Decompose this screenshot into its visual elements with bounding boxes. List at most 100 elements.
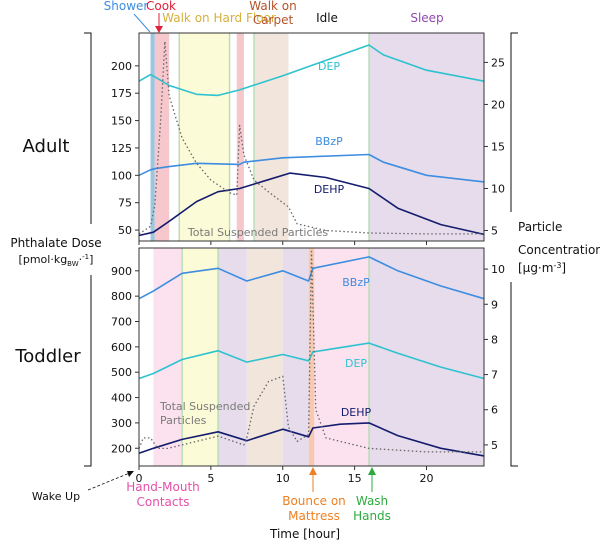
toddler-band-bounce-on-mattress-5 [308, 248, 315, 466]
adult-ytick-label-75: 75 [118, 197, 132, 210]
adult-series-dehp [138, 172, 485, 237]
toddler-left-ticks: 200 300 400 500 600 700 800 900 [111, 265, 139, 455]
wake-up-arrow [87, 471, 133, 491]
toddler-ytick-label-400: 400 [111, 392, 132, 405]
adult-series-total-suspended-particles [138, 40, 484, 235]
adult-y2tick-label-10: 10 [491, 182, 505, 195]
x-axis-title: Time [hour] [269, 527, 340, 541]
adult-ytick-label-200: 200 [111, 60, 132, 73]
wash-label-line1: Wash [356, 494, 388, 508]
toddler-ytick-label-900: 900 [111, 265, 132, 278]
toddler-bbzp-label: BBzP [342, 276, 370, 289]
walk-hard-floor-label: Walk on Hard Floor [162, 11, 276, 25]
right-axis-bracket-top [510, 32, 518, 212]
adult-marker-lines [178, 33, 370, 241]
adult-series-bbzp [138, 153, 485, 183]
toddler-marker-lines [181, 248, 370, 466]
toddler-xtick-label-0: 0 [136, 472, 143, 485]
right-axis-title-line2: Concentration [518, 243, 600, 257]
adult-y2tick-label-15: 15 [491, 140, 505, 153]
toddler-ytick-label-500: 500 [111, 366, 132, 379]
toddler-series-dehp [138, 422, 485, 457]
toddler-band-hand-mouth-contacts-0 [153, 248, 183, 466]
adult-band-shower-0 [150, 33, 155, 241]
toddler-plot-frame [138, 247, 485, 467]
toddler-ytick-label-200: 200 [111, 442, 132, 455]
toddler-right-ticks: 5 6 7 8 9 10 [484, 263, 505, 452]
toddler-y2tick-label-6: 6 [491, 404, 498, 417]
toddler-panel: 200 300 400 500 600 700 800 900 5 6 7 8 9 10 0 5 10 15 2… [111, 247, 505, 485]
adult-activity-bands [150, 33, 484, 241]
toddler-y2tick-label-9: 9 [491, 298, 498, 311]
toddler-activity-bands [153, 248, 484, 466]
adult-left-ticks: 50 75 100 125 150 175 200 [111, 60, 139, 237]
toddler-tsp-label-line1: Total Suspended [159, 400, 250, 413]
cook-arrow-head [155, 26, 163, 33]
toddler-dehp-label: DEHP [341, 406, 372, 419]
walk-carpet-label-line1: Walk on [249, 0, 297, 13]
bounce-arrow-head [309, 467, 317, 475]
adult-dehp-label: DEHP [314, 183, 345, 196]
adult-ytick-label-125: 125 [111, 142, 132, 155]
adult-ytick-label-150: 150 [111, 115, 132, 128]
adult-right-ticks: 5 10 15 20 25 [484, 56, 505, 237]
adult-band-walk-on-hard-floor-2 [179, 33, 230, 241]
adult-y2tick-label-25: 25 [491, 56, 505, 69]
toddler-series-bbzp [138, 256, 485, 300]
toddler-y2tick-label-5: 5 [491, 439, 498, 452]
adult-series-dep [138, 44, 485, 97]
toddler-series-lines [138, 250, 485, 457]
adult-panel-label: Adult [23, 136, 70, 157]
adult-dep-label: DEP [318, 60, 340, 73]
shower-pointer-arrow [133, 13, 151, 33]
left-axis-title-line1: Phthalate Dose [10, 236, 101, 250]
adult-band-cook-1 [154, 33, 170, 241]
wash-label-line2: Hands [353, 509, 391, 523]
hand-mouth-label-line1: Hand-Mouth [126, 480, 200, 494]
wake-up-label: Wake Up [32, 490, 80, 503]
adult-band-sleep-5 [369, 33, 484, 241]
left-axis-bracket-top [84, 32, 92, 224]
toddler-ytick-label-700: 700 [111, 316, 132, 329]
toddler-y2tick-label-10: 10 [491, 263, 505, 276]
adult-plot-frame [138, 32, 485, 242]
toddler-xtick-label-10: 10 [276, 472, 290, 485]
toddler-band-walk-on-hard-floor-1 [182, 248, 219, 466]
adult-tsp-label: Total Suspended Particles [187, 226, 328, 239]
adult-band-cook-3 [236, 33, 244, 241]
adult-x-ticks [138, 241, 427, 245]
toddler-band-sleep-7 [369, 248, 484, 466]
idle-label: Idle [316, 11, 338, 25]
cook-label: Cook [146, 0, 176, 13]
wake-up-arrow-head [127, 471, 134, 477]
adult-y2tick-label-20: 20 [491, 98, 505, 111]
adult-series-lines [138, 40, 485, 237]
right-axis-title-line1: Particle [518, 220, 562, 234]
toddler-series-total-suspended-particles [138, 250, 484, 453]
wash-arrow-head [368, 467, 376, 475]
toddler-xtick-label-5: 5 [207, 472, 214, 485]
adult-band-walk-on-carpet-4 [254, 33, 289, 241]
left-axis-bracket-bottom [84, 275, 92, 467]
toddler-ytick-label-300: 300 [111, 417, 132, 430]
right-axis-bracket-bottom [510, 282, 518, 467]
bounce-label-line1: Bounce on [282, 494, 346, 508]
adult-panel: 50 75 100 125 150 175 200 5 10 15 20 25 [111, 32, 505, 245]
toddler-y2tick-label-8: 8 [491, 333, 498, 346]
shower-label: Shower [104, 0, 149, 13]
adult-ytick-label-50: 50 [118, 224, 132, 237]
walk-carpet-label-line2: Carpet [253, 13, 294, 27]
adult-y2tick-label-5: 5 [491, 224, 498, 237]
bounce-label-line2: Mattress [288, 509, 340, 523]
adult-ytick-label-100: 100 [111, 169, 132, 182]
right-axis-title-line3: [µg·m-3] [518, 261, 566, 275]
toddler-x-ticks: 0 5 10 15 20 [136, 466, 434, 485]
toddler-series-dep [138, 342, 485, 380]
toddler-panel-label: Toddler [14, 346, 81, 367]
toddler-y2tick-label-7: 7 [491, 369, 498, 382]
toddler-dep-label: DEP [345, 357, 367, 370]
left-axis-title-line2: [pmol·kgBW·-1] [19, 253, 94, 268]
toddler-xtick-label-20: 20 [420, 472, 434, 485]
sleep-label: Sleep [410, 11, 443, 25]
